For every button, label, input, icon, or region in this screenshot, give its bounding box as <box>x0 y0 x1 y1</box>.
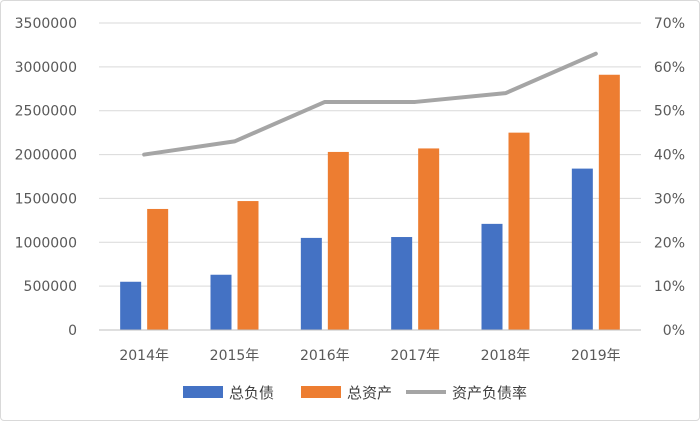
right-tick-label: 50% <box>654 104 685 120</box>
left-axis-ticks: 0 500000 1000000 1500000 2000000 2500000 30000… <box>15 16 77 339</box>
x-tick-label: 2016年 <box>300 348 350 364</box>
bar-liabilities <box>300 237 322 330</box>
legend-label: 资产负债率 <box>452 384 527 402</box>
bar-liabilities <box>481 223 503 330</box>
right-tick-label: 10% <box>654 279 685 295</box>
left-tick-label: 3000000 <box>15 60 77 76</box>
right-axis-ticks: 0% 10% 20% 30% 40% 50% 60% 70% <box>654 16 685 339</box>
x-tick-label: 2014年 <box>119 348 169 364</box>
right-tick-label: 0% <box>663 323 685 339</box>
bar-liabilities <box>210 274 232 330</box>
bar-assets <box>418 148 440 330</box>
ratio-line <box>142 51 598 157</box>
left-tick-label: 2500000 <box>15 104 77 120</box>
left-tick-label: 3500000 <box>15 16 77 32</box>
left-tick-label: 0 <box>68 323 77 339</box>
gridlines <box>99 22 641 331</box>
bar-liabilities <box>391 237 413 330</box>
ratio-line-path <box>142 51 598 157</box>
legend: 总负债 总资产 资产负债率 <box>183 384 527 402</box>
legend-label: 总负债 <box>229 384 274 402</box>
right-tick-label: 60% <box>654 60 685 76</box>
bar-assets <box>147 208 169 330</box>
right-tick-label: 30% <box>654 191 685 207</box>
x-tick-label: 2017年 <box>390 348 440 364</box>
legend-swatch <box>183 386 223 398</box>
bar-assets <box>237 201 259 330</box>
right-tick-label: 20% <box>654 235 685 251</box>
legend-swatch <box>301 386 341 398</box>
right-tick-label: 70% <box>654 16 685 32</box>
x-tick-label: 2018年 <box>481 348 531 364</box>
bar-assets <box>598 74 620 330</box>
right-tick-label: 40% <box>654 148 685 164</box>
legend-label: 总资产 <box>347 384 392 402</box>
left-tick-label: 500000 <box>24 279 77 295</box>
bar-assets <box>327 151 349 330</box>
left-tick-label: 2000000 <box>15 148 77 164</box>
left-tick-label: 1500000 <box>15 191 77 207</box>
x-tick-label: 2015年 <box>210 348 260 364</box>
x-tick-label: 2019年 <box>571 348 621 364</box>
x-axis-ticks: 2014年 2015年 2016年 2017年 2018年 2019年 <box>99 329 641 364</box>
bar-liabilities <box>120 281 142 330</box>
bar-liabilities <box>571 168 593 330</box>
left-tick-label: 1000000 <box>15 235 77 251</box>
bar-assets <box>508 132 530 330</box>
bars <box>120 74 620 330</box>
